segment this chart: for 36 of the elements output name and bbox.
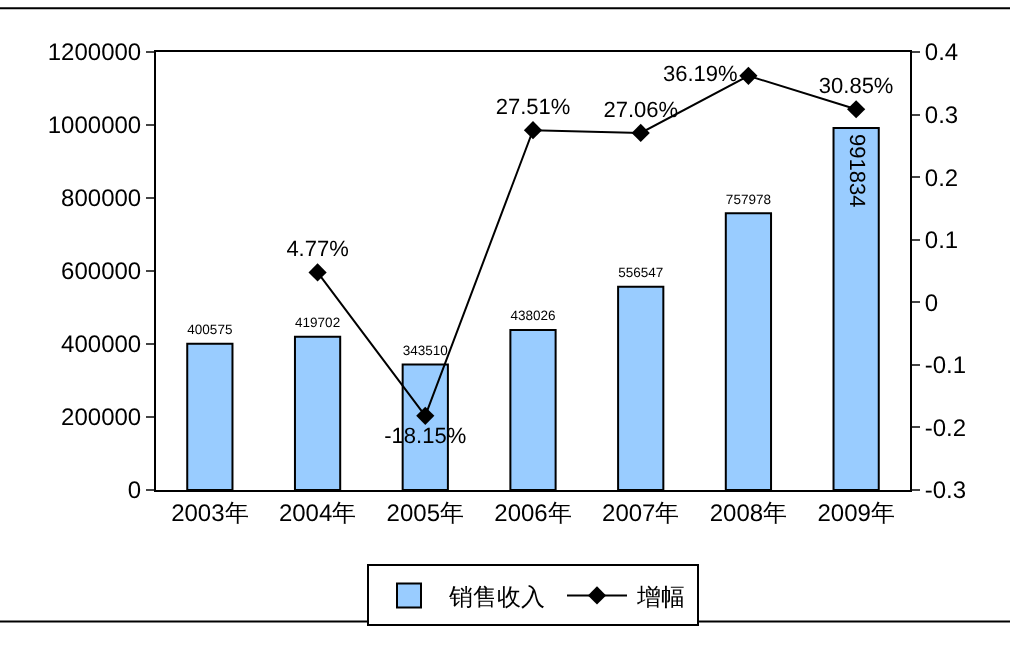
data-label: 36.19% xyxy=(663,63,739,88)
y2-tick-label: 0 xyxy=(924,288,939,317)
y-tick-label: 200000 xyxy=(61,403,142,432)
x-tick-label: 2004年 xyxy=(278,498,357,527)
y-tick-label: 800000 xyxy=(61,184,142,213)
y2-tick-label: 0.4 xyxy=(924,38,959,67)
x-tick-label: 2003年 xyxy=(171,498,249,527)
point xyxy=(308,263,327,282)
point xyxy=(631,123,650,143)
point xyxy=(523,121,543,140)
y2-tick-label: -0.3 xyxy=(924,476,967,505)
data-label: 27.06% xyxy=(603,98,679,123)
y2-tick-label: -0.1 xyxy=(924,351,967,380)
point xyxy=(416,406,435,425)
y2-tick-label: -0.2 xyxy=(924,413,967,442)
y2-tick-label: 0.1 xyxy=(924,226,959,255)
x-tick-label: 2009年 xyxy=(817,498,895,527)
point xyxy=(739,66,758,85)
y-tick-label: 600000 xyxy=(61,257,142,286)
y2-tick-label: 0.2 xyxy=(924,163,959,192)
x-tick-label: 2005年 xyxy=(386,498,464,527)
data-label: 27.51% xyxy=(495,95,571,120)
data-label: 30.85% xyxy=(818,75,894,100)
y-tick-label: 1000000 xyxy=(47,111,142,140)
data-label: 4.77% xyxy=(286,238,350,263)
y-tick-label: 0 xyxy=(127,476,142,505)
x-tick-label: 2008年 xyxy=(709,498,788,527)
y-tick-label: 1200000 xyxy=(47,38,142,67)
point xyxy=(847,100,866,119)
y-tick-label: 400000 xyxy=(61,330,142,359)
y2-tick-label: 0.3 xyxy=(924,100,959,129)
x-tick-label: 2007年 xyxy=(602,498,680,527)
legend-label: 销售收入 xyxy=(447,582,545,611)
legend-label: 增幅 xyxy=(635,582,685,611)
data-label: 991834 xyxy=(844,133,869,208)
x-tick-label: 2006年 xyxy=(494,498,572,527)
